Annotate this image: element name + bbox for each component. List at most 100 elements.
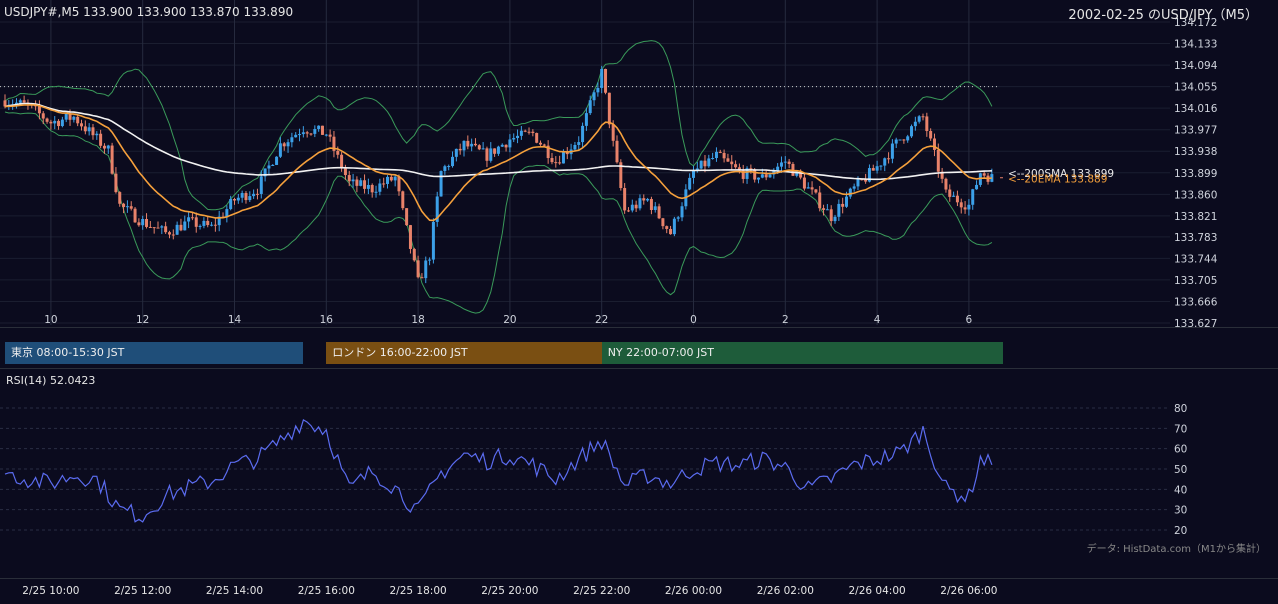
candle-body: [841, 203, 845, 207]
candle-body: [814, 189, 818, 193]
candle-body: [822, 208, 826, 210]
candle-body: [703, 160, 707, 167]
candle-body: [512, 138, 516, 140]
candle-body: [37, 106, 41, 114]
candle-body: [49, 121, 53, 124]
candle-body: [148, 226, 152, 228]
time-tick-label: 2/25 10:00: [22, 585, 79, 597]
candle-body: [833, 216, 837, 222]
candle-body: [401, 191, 405, 209]
candle-body: [734, 164, 738, 168]
time-tick-label: 2/26 04:00: [849, 585, 906, 597]
candle-body: [470, 143, 474, 147]
hour-tick-label: 20: [503, 314, 516, 326]
candle-body: [286, 142, 290, 147]
time-tick-label: 2/26 00:00: [665, 585, 722, 597]
candle-body: [397, 176, 401, 192]
candle-body: [420, 277, 424, 279]
price-chart: 134.172 134.133 134.094 134.055 134.016 133.9…: [0, 0, 1218, 330]
candle-body: [496, 146, 500, 154]
candle-body: [630, 204, 634, 211]
candle-body: [845, 196, 848, 207]
rsi-pane[interactable]: 80 70 60 50 40 30 20 RSI(14) 52.0423 データ: Hist…: [0, 368, 1278, 578]
candle-body: [347, 175, 351, 182]
candle-body: [320, 125, 324, 135]
candle-body: [665, 226, 669, 229]
candle-body: [902, 139, 906, 141]
candle-body: [860, 179, 864, 181]
time-tick-label: 2/26 02:00: [757, 585, 814, 597]
candle-body: [102, 145, 106, 149]
candle-body: [374, 191, 378, 193]
candle-body: [971, 189, 975, 205]
candle-body: [298, 134, 302, 136]
candle-body: [129, 206, 133, 209]
candle-body: [917, 116, 921, 122]
candle-body: [829, 209, 833, 222]
candle-body: [883, 158, 887, 166]
candle-body: [864, 179, 868, 182]
candle-body: [213, 224, 217, 226]
sma-annotation: <--200SMA 133.899: [1008, 168, 1114, 180]
candle-body: [125, 206, 129, 208]
candle-body: [910, 126, 914, 137]
candle-body: [343, 168, 347, 176]
candle-body: [898, 139, 902, 141]
candle-body: [634, 204, 638, 209]
time-tick-label: 2/25 18:00: [390, 585, 447, 597]
time-tick-label: 2/25 14:00: [206, 585, 263, 597]
candle-body: [114, 173, 118, 193]
candle-body: [233, 199, 236, 201]
candle-body: [542, 144, 546, 146]
candle-body: [760, 174, 764, 178]
time-tick-label: 2/25 22:00: [573, 585, 630, 597]
candle-body: [561, 152, 565, 164]
candle-body: [41, 113, 45, 119]
candle-body: [516, 135, 520, 139]
candle-body: [757, 177, 761, 180]
candle-body: [879, 165, 883, 167]
hour-tick-label: 0: [690, 314, 697, 326]
rsi-line: [4, 419, 993, 523]
candle-body: [546, 145, 550, 159]
candle-body: [225, 209, 229, 218]
candle-body: [263, 168, 267, 177]
candle-body: [99, 133, 103, 146]
candle-body: [581, 125, 585, 143]
candle-body: [913, 121, 917, 127]
candle-body: [447, 166, 451, 168]
candle-body: [745, 168, 749, 179]
candle-body: [875, 166, 879, 171]
candle-body: [389, 176, 393, 181]
candle-body: [431, 221, 435, 260]
candle-body: [64, 113, 68, 120]
candle-body: [676, 217, 680, 219]
candle-body: [768, 174, 772, 178]
candle-body: [626, 210, 630, 212]
candle-body: [489, 148, 493, 161]
candle-body: [45, 118, 49, 122]
candle-body: [741, 170, 745, 179]
candle-body: [416, 260, 420, 278]
candle-body: [948, 189, 952, 197]
session-bar: 東京 08:00-15:30 JST ロンドン 16:00-22:00 JST NY…: [0, 328, 1278, 368]
candle-body: [87, 127, 91, 132]
candle-body: [604, 68, 608, 93]
candle-body: [294, 134, 298, 138]
hour-tick-label: 10: [44, 314, 57, 326]
candle-body: [531, 131, 535, 134]
candle-body: [137, 222, 141, 226]
candle-body: [527, 131, 531, 133]
candle-body: [508, 139, 512, 148]
time-axis: 2/25 10:00 2/25 12:00 2/25 14:00 2/25 16:00…: [0, 578, 1278, 600]
candle-body: [351, 179, 355, 182]
candle-body: [14, 102, 18, 105]
rsi-label: RSI(14) 52.0423: [6, 374, 96, 387]
time-tick-label: 2/25 12:00: [114, 585, 171, 597]
price-chart-pane[interactable]: 134.172 134.133 134.094 134.055 134.016 133.9…: [0, 0, 1278, 330]
candle-body: [3, 100, 7, 107]
candle-body: [837, 203, 841, 217]
candle-body: [179, 224, 183, 231]
candle-body: [925, 116, 929, 132]
price-tick-label: 133.744: [1174, 253, 1218, 265]
